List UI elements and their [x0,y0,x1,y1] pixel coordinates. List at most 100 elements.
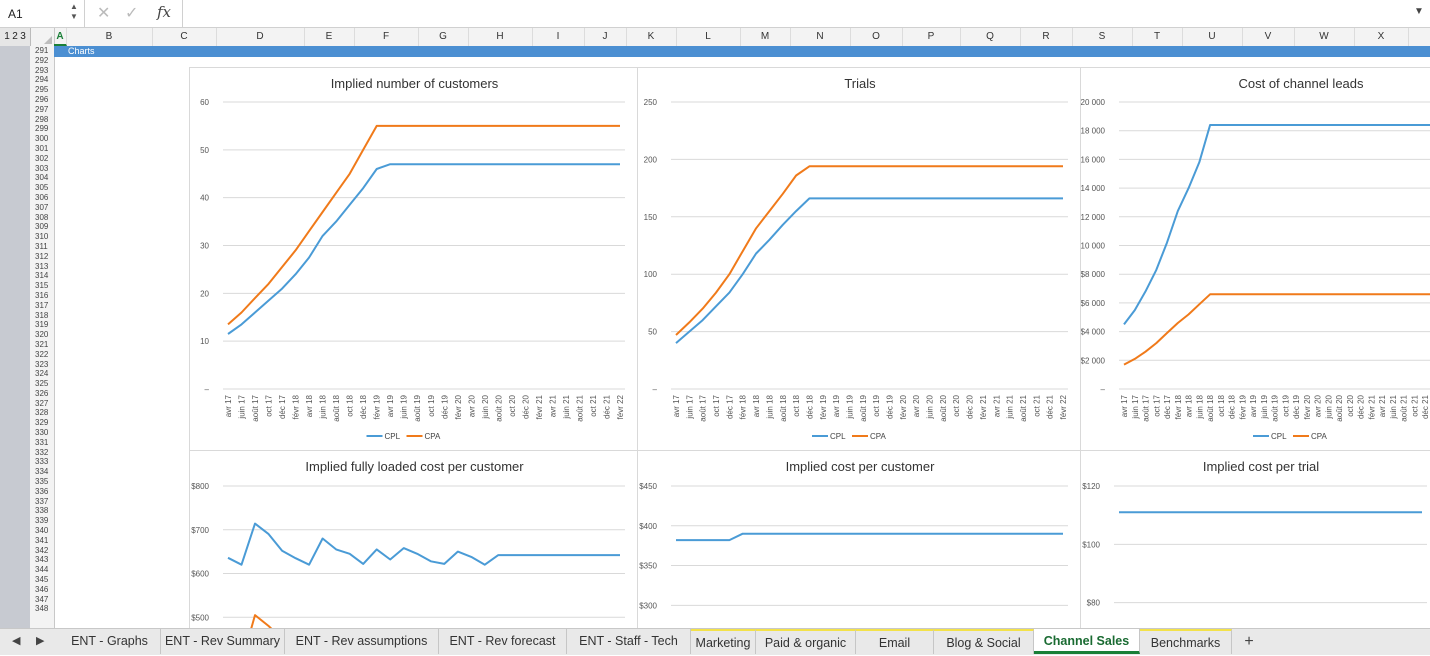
row-header[interactable]: 339 [35,516,49,526]
row-header[interactable]: 336 [35,486,49,496]
column-header-c[interactable]: C [152,28,217,46]
column-header-o[interactable]: O [850,28,903,46]
sheet-tab[interactable]: Marketing [691,629,756,654]
column-header-f[interactable]: F [354,28,419,46]
row-header[interactable]: 295 [35,85,49,95]
expand-formula-icon[interactable]: ▼ [1414,6,1424,17]
cell-reference[interactable]: A1 [8,7,23,21]
row-header[interactable]: 294 [35,75,49,85]
row-header[interactable]: 318 [35,310,49,320]
column-header-r[interactable]: R [1020,28,1073,46]
row-header[interactable]: 317 [35,300,49,310]
row-header[interactable]: 347 [35,594,49,604]
row-header[interactable]: 307 [35,202,49,212]
chart-5[interactable]: Implied cost per customer$250$300$350$40… [637,450,1081,640]
prev-sheet-icon[interactable]: ◀ [12,635,21,647]
row-header[interactable]: 313 [35,261,49,271]
row-header[interactable]: 304 [35,173,49,183]
row-header[interactable]: 310 [35,232,49,242]
row-header[interactable]: 322 [35,349,49,359]
row-header[interactable]: 292 [35,55,49,65]
row-header[interactable]: 302 [35,153,49,163]
sheet-tab[interactable]: ENT - Graphs [59,629,161,654]
column-header-u[interactable]: U [1182,28,1243,46]
row-header[interactable]: 329 [35,418,49,428]
row-header[interactable]: 311 [35,241,48,251]
row-header[interactable]: 345 [35,575,49,585]
row-header[interactable]: 320 [35,330,49,340]
cancel-edit-icon[interactable]: ✕ [97,5,111,22]
row-header[interactable]: 305 [35,183,49,193]
column-header-d[interactable]: D [216,28,305,46]
column-header-l[interactable]: L [676,28,741,46]
row-header[interactable]: 328 [35,408,49,418]
row-header[interactable]: 346 [35,584,49,594]
row-header[interactable]: 314 [35,271,49,281]
row-header[interactable]: 331 [35,437,49,447]
column-header-p[interactable]: P [902,28,961,46]
chart-3[interactable]: Cost of channel leads – $2 000 $4 000 $6 000… [1080,67,1430,451]
row-header[interactable]: 309 [35,222,49,232]
outline-level-3[interactable]: 3 [20,31,26,42]
row-header[interactable]: 308 [35,212,49,222]
row-header[interactable]: 332 [35,447,49,457]
row-header[interactable]: 337 [35,496,49,506]
row-header[interactable]: 297 [35,104,49,114]
column-header-t[interactable]: T [1132,28,1183,46]
outline-level-2[interactable]: 2 [12,31,18,42]
chart-6[interactable]: Implied cost per trial$60$80$100$120 [1080,450,1430,640]
row-header[interactable]: 303 [35,163,49,173]
row-header[interactable]: 296 [35,94,49,104]
insert-function-icon[interactable]: fx [157,3,172,21]
sheet-tab[interactable]: Paid & organic [756,629,856,654]
sheet-tab[interactable]: ENT - Staff - Tech [567,629,691,654]
sheet-tab[interactable]: ENT - Rev Summary [161,629,285,654]
row-header[interactable]: 312 [35,251,49,261]
chart-4[interactable]: Implied fully loaded cost per customer$4… [189,450,638,640]
column-header-q[interactable]: Q [960,28,1021,46]
row-header[interactable]: 327 [35,398,49,408]
row-header[interactable]: 300 [35,134,49,144]
row-header[interactable]: 299 [35,124,49,134]
name-box[interactable]: A1 ▲ ▼ [0,0,85,27]
confirm-edit-icon[interactable]: ✓ [125,5,139,22]
row-header[interactable]: 298 [35,114,49,124]
row-header[interactable]: 306 [35,192,49,202]
column-header-h[interactable]: H [468,28,533,46]
row-header[interactable]: 348 [35,604,49,614]
column-header-s[interactable]: S [1072,28,1133,46]
sheet-tab[interactable]: ENT - Rev forecast [439,629,567,654]
row-header[interactable]: 315 [35,281,49,291]
column-header-g[interactable]: G [418,28,469,46]
column-header-j[interactable]: J [584,28,627,46]
row-header[interactable]: 333 [35,457,49,467]
column-header-e[interactable]: E [304,28,355,46]
row-header[interactable]: 330 [35,428,49,438]
row-header[interactable]: 301 [35,143,49,153]
column-header-w[interactable]: W [1294,28,1355,46]
row-header[interactable]: 326 [35,388,49,398]
column-header-v[interactable]: V [1242,28,1295,46]
column-header-k[interactable]: K [626,28,677,46]
column-header-y[interactable]: Y [1408,28,1430,46]
row-header[interactable]: 343 [35,555,49,565]
sheet-tab[interactable]: Blog & Social [934,629,1034,654]
select-all-corner[interactable] [36,28,55,46]
sheet-tab[interactable]: Benchmarks [1140,629,1232,654]
column-header-m[interactable]: M [740,28,791,46]
row-header[interactable]: 319 [35,320,49,330]
outline-level-1[interactable]: 1 [4,31,10,42]
row-header[interactable]: 341 [35,535,49,545]
column-header-n[interactable]: N [790,28,851,46]
add-sheet-button[interactable]: + [1244,633,1254,650]
sheet-tab[interactable]: Channel Sales [1034,629,1140,654]
sheet-tab[interactable]: Email [856,629,934,654]
row-header[interactable]: 291 [35,46,49,55]
row-header[interactable]: 338 [35,506,49,516]
row-header[interactable]: 325 [35,379,49,389]
sheet-tab[interactable]: ENT - Rev assumptions [285,629,439,654]
row-header[interactable]: 342 [35,545,49,555]
row-header[interactable]: 316 [35,290,49,300]
row-header[interactable]: 344 [35,565,49,575]
